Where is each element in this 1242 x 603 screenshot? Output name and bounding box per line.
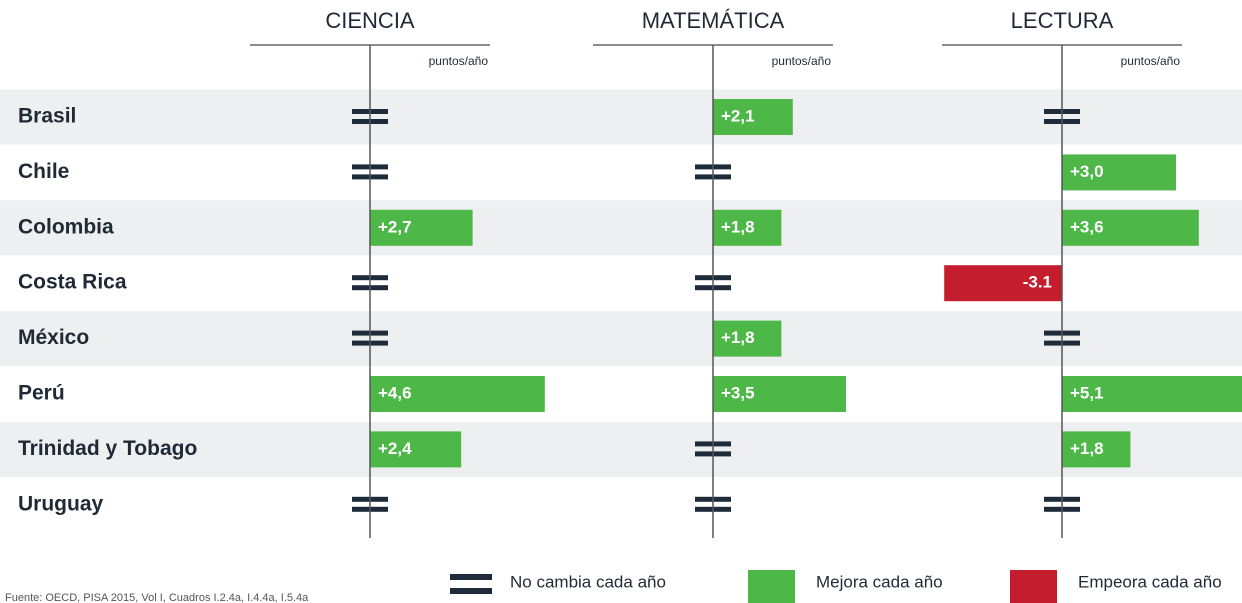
value-label: +2,1 [721, 106, 755, 125]
legend-swatch [450, 574, 492, 580]
value-label: +1,8 [721, 217, 755, 236]
source: Fuente: OECD, PISA 2015, Vol I, Cuadros … [5, 592, 309, 603]
legend-swatch [1010, 570, 1057, 603]
legend-swatch [450, 588, 492, 594]
legend-label: Mejora cada año [816, 572, 943, 591]
value-label: +3,0 [1070, 162, 1104, 181]
bar [1062, 154, 1176, 191]
category-label: Brasil [18, 105, 76, 128]
bar [1062, 376, 1242, 412]
panel-title: MATEMÁTICA [642, 8, 785, 33]
category-label: Perú [18, 382, 65, 405]
category-label: Chile [18, 160, 69, 183]
legend-swatch [748, 570, 795, 603]
panel-title: CIENCIA [325, 8, 415, 33]
value-label: +2,7 [378, 217, 412, 236]
bar [1062, 209, 1199, 246]
panel-title: LECTURA [1011, 8, 1114, 33]
category-label: Uruguay [18, 492, 104, 515]
row-band [0, 200, 1242, 256]
bar [370, 376, 545, 412]
row-band [0, 421, 1242, 477]
category-label: Costa Rica [18, 271, 127, 294]
bar [713, 99, 793, 135]
legend-label: Empeora cada año [1078, 572, 1222, 591]
row-band [0, 311, 1242, 367]
axis-label: puntos/año [772, 54, 832, 68]
value-label: +5,1 [1070, 383, 1104, 402]
value-label: +1,8 [1070, 439, 1104, 458]
legend-label: No cambia cada año [510, 572, 666, 591]
category-label: México [18, 326, 89, 349]
row-band [0, 89, 1242, 145]
value-label: +3,6 [1070, 217, 1104, 236]
value-label: -3.1 [1023, 273, 1052, 292]
bar [370, 209, 473, 246]
bar [713, 320, 782, 357]
value-label: +1,8 [721, 328, 755, 347]
category-label: Colombia [18, 215, 114, 238]
value-label: +2,4 [378, 439, 412, 458]
category-label: Trinidad y Tobago [18, 437, 197, 460]
bar [713, 209, 782, 246]
bar [1062, 431, 1131, 468]
axis-label: puntos/año [429, 54, 489, 68]
bar [370, 431, 462, 468]
bar [944, 265, 1062, 302]
value-label: +4,6 [378, 383, 412, 402]
value-label: +3,5 [721, 383, 755, 402]
axis-label: puntos/año [1121, 54, 1181, 68]
bar [713, 376, 846, 412]
